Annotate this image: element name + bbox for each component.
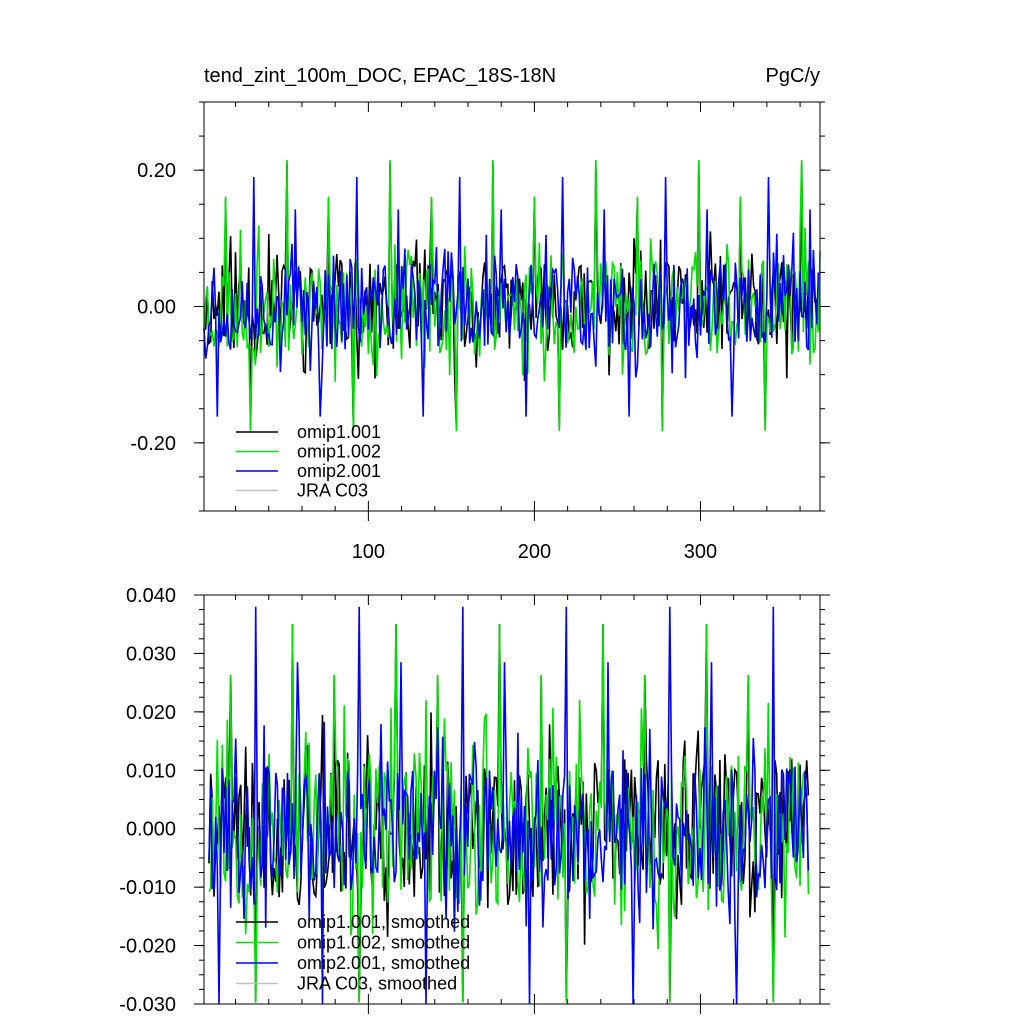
x-tick-label: 300 (684, 541, 717, 563)
y-tick-label: 0.020 (126, 702, 176, 724)
top-plot-frame (203, 101, 821, 512)
legend-label: omip1.002, smoothed (297, 933, 470, 953)
y-tick-label: -0.020 (119, 936, 176, 958)
y-tick-label: 0.030 (126, 643, 176, 665)
y-tick-label: -0.20 (130, 433, 176, 455)
legend-label: JRA C03, smoothed (297, 974, 457, 994)
y-tick-label: 0.010 (126, 760, 176, 782)
y-tick-label: 0.000 (126, 819, 176, 841)
y-tick-label: 0.00 (137, 297, 176, 319)
top-axes: -0.20 0.00 0.20 100 200 300 (130, 101, 830, 563)
legend-label: omip2.001 (297, 461, 381, 481)
x-tick-label: 200 (518, 541, 551, 563)
legend-label: JRA C03 (297, 481, 368, 501)
top-chart-units: PgC/y (766, 65, 820, 87)
bottom-panel: -0.030 -0.020 -0.010 0.000 0.010 0.020 0.030 0.… (119, 585, 830, 1016)
series-line-2 (203, 176, 821, 417)
y-tick-label: -0.030 (119, 994, 176, 1016)
top-chart-title: tend_zint_100m_DOC, EPAC_18S-18N (204, 65, 556, 87)
y-tick-label: -0.010 (119, 877, 176, 899)
x-tick-label: 100 (352, 541, 385, 563)
legend-label: omip1.002 (297, 442, 381, 462)
y-tick-label: 0.20 (137, 160, 176, 182)
series-line-2 (208, 606, 810, 1005)
bottom-plot-frame (203, 594, 821, 1005)
bottom-series-group (208, 606, 810, 1005)
legend-label: omip2.001, smoothed (297, 953, 470, 973)
legend-label: omip1.001, smoothed (297, 912, 470, 932)
y-tick-label: 0.040 (126, 585, 176, 607)
bottom-axes: -0.030 -0.020 -0.010 0.000 0.010 0.020 0.030 0.… (119, 585, 830, 1016)
top-panel: tend_zint_100m_DOC, EPAC_18S-18N PgC/y -… (130, 65, 830, 563)
legend-label: omip1.001 (297, 422, 381, 442)
top-series-group (203, 159, 821, 432)
